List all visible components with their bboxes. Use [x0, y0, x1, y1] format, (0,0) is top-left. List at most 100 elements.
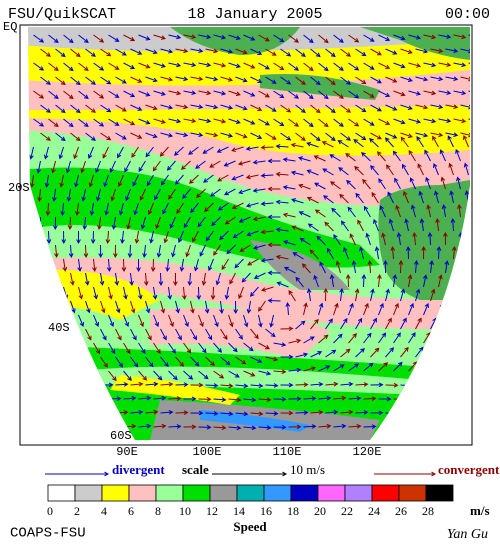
wind-arrow: [460, 288, 466, 302]
wind-arrow: [333, 395, 347, 401]
wind-arrow: [153, 34, 166, 40]
wind-arrow: [113, 244, 118, 259]
wind-arrow: [430, 411, 444, 417]
wind-arrow: [198, 62, 212, 68]
wind-arrow: [123, 34, 136, 42]
wind-arrow: [258, 90, 270, 98]
wind-arrow: [82, 216, 88, 230]
wind-arrow: [160, 76, 174, 82]
wind-arrow: [453, 360, 462, 372]
wind-arrow: [70, 76, 81, 86]
wind-arrow: [408, 149, 416, 162]
wind-arrow: [265, 356, 279, 362]
wind-arrow: [134, 230, 140, 244]
wind-arrow: [339, 288, 344, 302]
wind-arrow: [288, 118, 299, 127]
wind-arrow: [208, 258, 214, 272]
wind-arrow: [220, 356, 231, 366]
wind-arrow: [63, 397, 77, 403]
wind-arrow: [273, 62, 285, 71]
wind-arrow: [99, 272, 105, 286]
wind-arrow: [370, 76, 382, 84]
wind-arrow: [115, 328, 122, 341]
wind-arrow: [235, 328, 243, 340]
wind-arrow: [85, 328, 92, 341]
wind-arrow: [363, 118, 375, 126]
wind-arrow: [339, 193, 349, 204]
wind-arrow: [408, 302, 414, 316]
wind-arrow: [456, 176, 461, 190]
wind-arrow: [314, 209, 326, 218]
wind-arrow: [48, 286, 54, 300]
wind-arrow: [52, 216, 58, 231]
wind-arrow: [44, 174, 50, 188]
wind-arrow: [370, 317, 377, 330]
wind-arrow: [120, 230, 125, 244]
wind-arrow: [160, 174, 169, 186]
wind-arrow: [235, 411, 249, 417]
wind-arrow: [460, 346, 468, 358]
wind-arrow: [123, 314, 130, 328]
wind-arrow: [385, 317, 392, 330]
wind-arrow: [78, 425, 92, 430]
wind-arrow: [408, 90, 422, 96]
wind-arrow: [400, 346, 409, 358]
colorbar-tick-label: 12: [206, 504, 218, 518]
wind-arrow: [280, 326, 294, 332]
wind-arrow: [117, 146, 124, 159]
wind-arrow: [392, 150, 401, 162]
wind-arrow: [124, 160, 131, 173]
wind-arrow: [238, 188, 251, 195]
wind-arrow: [198, 314, 204, 328]
wind-arrow: [400, 104, 413, 110]
wind-arrow: [282, 157, 296, 163]
wind-arrow: [175, 328, 182, 341]
wind-arrow: [190, 382, 204, 388]
wind-arrow: [78, 286, 84, 300]
wind-arrow: [217, 202, 229, 211]
wind-arrow: [351, 260, 357, 274]
wind-arrow: [273, 34, 285, 43]
wind-arrow: [243, 370, 256, 377]
wind-arrow: [108, 370, 117, 382]
colorbar-tick-label: 20: [314, 504, 326, 518]
wind-arrow: [78, 370, 87, 382]
wind-arrow: [145, 132, 158, 139]
wind-arrow: [190, 202, 199, 214]
wind-arrow: [243, 342, 254, 352]
wind-arrow: [205, 76, 219, 82]
wind-arrow: [377, 274, 382, 288]
wind-arrow: [347, 206, 356, 218]
wind-arrow: [213, 370, 225, 379]
wind-arrow: [198, 118, 212, 124]
wind-arrow: [33, 425, 47, 431]
wind-arrow: [303, 34, 314, 44]
wind-arrow: [325, 104, 336, 114]
wind-arrow: [367, 259, 373, 274]
colorbar-box: [371, 484, 400, 502]
wind-arrow: [275, 227, 289, 233]
wind-arrow: [145, 104, 158, 111]
wind-arrow: [123, 370, 132, 382]
wind-arrow: [234, 258, 244, 269]
wind-arrow: [288, 289, 296, 302]
wind-arrow: [130, 356, 139, 368]
wind-arrow: [228, 342, 238, 353]
wind-arrow: [348, 333, 357, 344]
wind-arrow: [183, 34, 197, 40]
wind-arrow: [359, 246, 364, 260]
wind-arrow: [183, 424, 197, 430]
colorbar-tick-label: 2: [74, 504, 80, 518]
wind-arrow: [325, 318, 333, 330]
wind-arrow: [175, 104, 189, 110]
wind-arrow: [288, 338, 302, 344]
wind-arrow: [154, 188, 161, 201]
wind-arrow: [243, 397, 257, 403]
wind-arrow: [370, 165, 379, 176]
lat-label: 60S: [110, 429, 132, 443]
wind-arrow: [250, 76, 263, 83]
wind-arrow: [123, 286, 128, 300]
wind-arrow: [228, 370, 240, 378]
wind-arrow: [76, 230, 81, 245]
wind-arrow: [177, 230, 184, 244]
